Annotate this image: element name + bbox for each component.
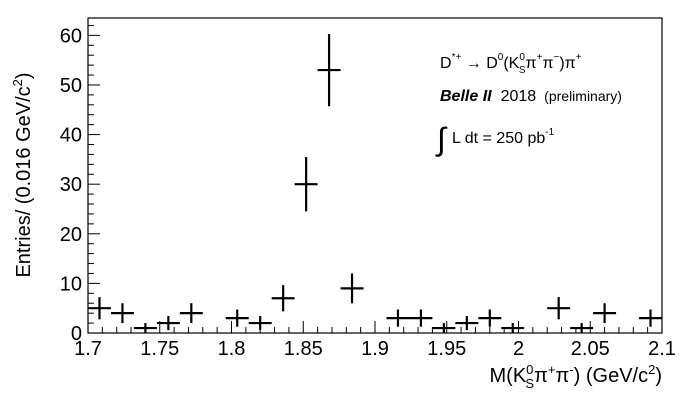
luminosity-label: L dt = 250 pb-1	[452, 127, 555, 147]
y-tick-label: 0	[71, 323, 82, 345]
data-point	[179, 303, 203, 324]
plot-frame	[87, 17, 663, 334]
x-tick-label: 1.7	[74, 338, 102, 360]
data-point	[501, 323, 525, 333]
data-point	[340, 273, 364, 304]
y-tick-label: 50	[60, 75, 82, 97]
data-point	[156, 316, 180, 331]
x-tick-label: 2.1	[648, 338, 676, 360]
data-point	[570, 323, 594, 333]
data-point	[593, 303, 617, 324]
data-point	[432, 323, 456, 333]
data-point	[88, 297, 111, 320]
x-tick-label: 2	[513, 338, 524, 360]
x-axis-ticks: 1.7 1.75 1.8 1.85 1.9 1.95 2 2.05 2.1	[74, 321, 676, 360]
data-points	[88, 33, 662, 333]
data-point	[271, 285, 295, 312]
data-point	[110, 303, 134, 324]
y-tick-label: 60	[60, 25, 82, 47]
decay-label: D*+ → D0(K0 Sπ+π−)π+	[440, 52, 582, 76]
x-tick-label: 1.85	[284, 338, 323, 360]
x-tick-label: 1.9	[361, 338, 389, 360]
data-point	[386, 309, 410, 327]
y-tick-label: 10	[60, 273, 82, 295]
y-axis-title: Entries/ (0.016 GeV/c2)	[10, 72, 35, 277]
x-tick-label: 1.95	[427, 338, 466, 360]
data-point	[478, 309, 502, 327]
data-point	[317, 33, 341, 107]
y-axis-ticks: 0 10 20 30 40 50 60	[60, 24, 100, 345]
data-point	[455, 316, 479, 331]
data-point	[133, 323, 157, 333]
x-tick-label: 1.8	[218, 338, 246, 360]
x-tick-label: 1.75	[140, 338, 179, 360]
data-point	[639, 309, 662, 327]
y-tick-label: 40	[60, 125, 82, 147]
data-point	[248, 316, 272, 331]
y-tick-label: 20	[60, 224, 82, 246]
experiment-label: Belle II 2018 (preliminary)	[440, 88, 622, 105]
data-point	[547, 297, 571, 320]
data-point	[409, 309, 433, 327]
data-point	[294, 157, 318, 212]
x-axis-title: M(K0 Sπ+π-) (GeV/c2)	[490, 362, 663, 391]
y-tick-label: 30	[60, 174, 82, 196]
integral-sign: ∫	[435, 121, 448, 157]
x-tick-label: 2.05	[571, 338, 610, 360]
data-point	[225, 309, 249, 327]
